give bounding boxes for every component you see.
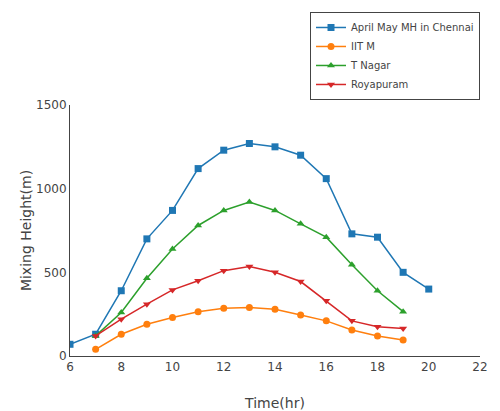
svg-text:22: 22 xyxy=(472,360,487,374)
svg-text:6: 6 xyxy=(66,360,74,374)
svg-text:0: 0 xyxy=(59,349,67,363)
svg-text:10: 10 xyxy=(165,360,180,374)
svg-text:1000: 1000 xyxy=(36,182,67,196)
svg-text:500: 500 xyxy=(44,266,67,280)
svg-text:Mixing Height(m): Mixing Height(m) xyxy=(18,170,34,291)
svg-text:IIT M: IIT M xyxy=(351,41,375,52)
svg-text:20: 20 xyxy=(421,360,436,374)
svg-text:T Nagar: T Nagar xyxy=(350,60,391,71)
svg-text:8: 8 xyxy=(117,360,125,374)
svg-text:12: 12 xyxy=(216,360,231,374)
svg-text:14: 14 xyxy=(267,360,282,374)
svg-text:Time(hr): Time(hr) xyxy=(244,395,305,411)
svg-text:16: 16 xyxy=(319,360,334,374)
svg-text:April May MH in Chennai: April May MH in Chennai xyxy=(351,22,474,33)
svg-text:1500: 1500 xyxy=(36,98,67,112)
svg-text:Royapuram: Royapuram xyxy=(351,79,408,90)
svg-text:18: 18 xyxy=(370,360,385,374)
